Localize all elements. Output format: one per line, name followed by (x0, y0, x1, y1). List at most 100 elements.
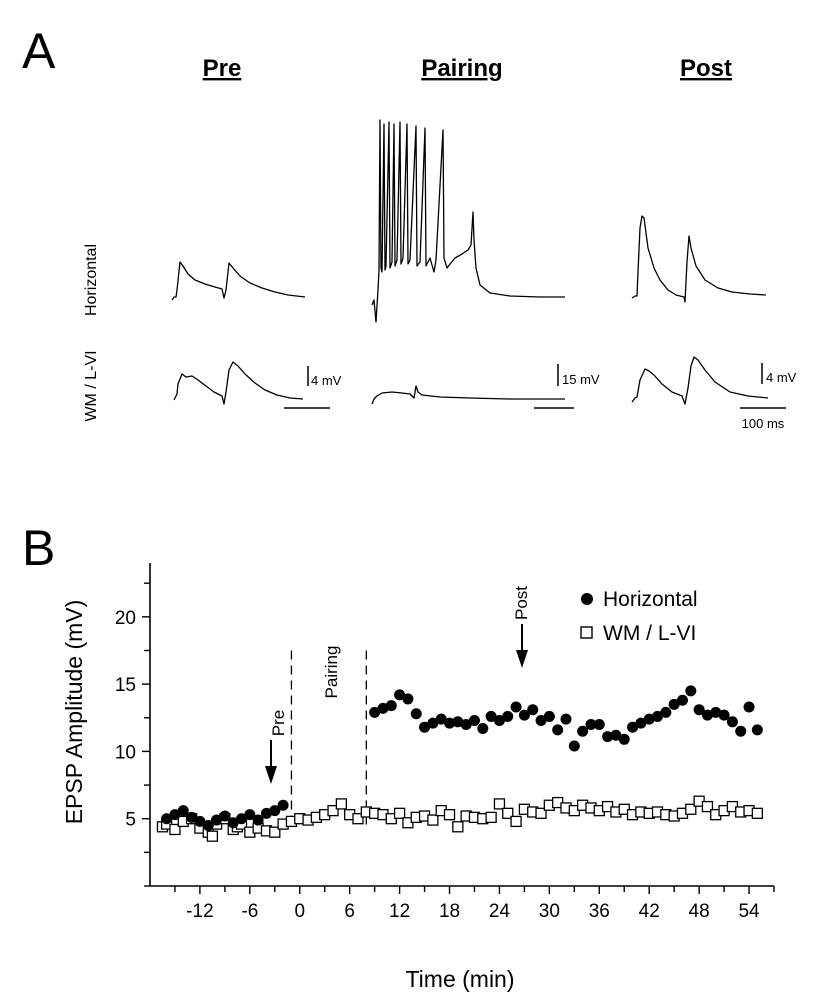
x-tick-label: 36 (589, 901, 610, 922)
trace-pre-horizontal (171, 261, 306, 301)
data-point-horizontal (560, 713, 572, 725)
data-point-horizontal (693, 704, 705, 716)
data-point-horizontal (211, 814, 223, 826)
data-point-wm-lvi (443, 809, 456, 821)
legend-item-wm-lvi: WM / L-VI (580, 622, 696, 645)
data-point-horizontal (643, 713, 655, 725)
x-tick-label: -12 (186, 901, 213, 922)
data-point-horizontal (751, 724, 763, 736)
pre-annotation-label: Pre (269, 710, 288, 736)
panel-a: A Pre Pairing Post Horizontal WM / L-VI … (22, 23, 797, 431)
data-point-horizontal (710, 706, 722, 718)
data-point-horizontal (419, 721, 431, 733)
time-scale-label: 100 ms (742, 416, 785, 431)
x-tick-label: 30 (539, 901, 560, 922)
data-point-horizontal (685, 685, 697, 697)
data-point-horizontal (627, 721, 639, 733)
data-point-wm-lvi (393, 807, 406, 819)
data-point-horizontal (269, 805, 281, 817)
panel-a-letter: A (22, 23, 56, 79)
y-tick-label: 5 (125, 810, 136, 831)
data-point-horizontal (435, 713, 447, 725)
condition-title-post: Post (680, 55, 732, 82)
data-point-horizontal (377, 702, 389, 714)
data-point-horizontal (402, 693, 414, 705)
pre-annotation: Pre (265, 710, 288, 784)
data-point-horizontal (194, 815, 206, 827)
trace-post-wm-lvi (631, 356, 769, 405)
data-point-horizontal (552, 724, 564, 736)
data-point-wm-lvi (493, 798, 506, 810)
x-tick-label: 24 (489, 901, 511, 922)
post-arrow-head (516, 650, 528, 668)
data-point-horizontal (444, 717, 456, 729)
condition-title-pre: Pre (203, 55, 242, 82)
data-point-wm-lvi (685, 803, 697, 815)
x-tick-label: 12 (389, 901, 410, 922)
data-point-horizontal (510, 701, 522, 713)
data-point-horizontal (186, 811, 198, 823)
y-tick-label: 15 (115, 675, 136, 696)
data-point-wm-lvi (452, 821, 464, 833)
x-tick-label: 42 (639, 901, 660, 922)
x-tick-label: 48 (689, 901, 710, 922)
data-point-horizontal (585, 719, 597, 730)
pairing-annotation-label: Pairing (322, 646, 341, 699)
data-point-horizontal (743, 701, 755, 713)
data-point-horizontal (618, 733, 630, 745)
scale-bar-pre: 4 mV (307, 366, 342, 388)
data-point-horizontal (202, 819, 214, 831)
data-point-horizontal (493, 714, 505, 726)
data-point-wm-lvi (327, 804, 339, 817)
post-annotation: Post (512, 586, 531, 668)
y-tick-label: 20 (115, 608, 136, 629)
legend-label-wm-lvi: WM / L-VI (603, 622, 696, 645)
x-tick-label: -6 (241, 901, 258, 922)
data-point-horizontal (701, 709, 713, 721)
scale-bar-post: 4 mV (761, 363, 797, 385)
series-horizontal (161, 685, 763, 831)
data-point-horizontal (726, 716, 738, 728)
data-point-horizontal (177, 805, 189, 817)
data-point-horizontal (660, 706, 672, 718)
x-tick-label: 54 (738, 901, 760, 922)
data-point-horizontal (527, 704, 539, 716)
data-point-horizontal (252, 814, 264, 826)
data-point-wm-lvi (510, 815, 522, 828)
post-annotation-label: Post (512, 586, 531, 620)
data-point-wm-lvi (502, 807, 514, 819)
data-point-horizontal (277, 799, 289, 811)
data-point-horizontal (369, 706, 381, 718)
scale-label-pre: 4 mV (311, 373, 342, 388)
data-point-horizontal (668, 698, 680, 710)
x-axis-title: Time (min) (405, 966, 514, 992)
data-point-horizontal (219, 810, 231, 822)
data-point-horizontal (260, 807, 272, 819)
data-point-horizontal (577, 725, 589, 737)
x-tick-label: 6 (344, 901, 355, 922)
data-point-horizontal (468, 714, 480, 726)
row-label-horizontal: Horizontal (83, 244, 100, 316)
data-point-horizontal (652, 710, 664, 722)
scale-label-post: 4 mV (766, 370, 797, 385)
data-point-horizontal (394, 689, 406, 701)
legend-marker-wm-lvi (580, 626, 593, 639)
legend-label-horizontal: Horizontal (603, 588, 698, 611)
scale-bar-pairing: 15 mV (557, 364, 600, 387)
row-label-wm-lvi: WM / L-VI (83, 350, 100, 421)
data-point-wm-lvi (206, 830, 219, 842)
data-point-horizontal (518, 709, 530, 721)
data-point-horizontal (427, 717, 439, 729)
data-point-wm-lvi (751, 807, 764, 819)
data-point-horizontal (410, 708, 422, 720)
data-point-horizontal (244, 809, 256, 821)
condition-title-pairing: Pairing (421, 55, 502, 82)
data-point-wm-lvi (535, 807, 547, 819)
trace-pairing-wm-lvi (371, 385, 565, 405)
y-tick-label: 10 (115, 742, 136, 763)
data-point-horizontal (593, 719, 605, 730)
trace-post-horizontal (631, 215, 767, 303)
data-point-wm-lvi (427, 814, 439, 826)
trace-pairing-horizontal (371, 119, 565, 323)
